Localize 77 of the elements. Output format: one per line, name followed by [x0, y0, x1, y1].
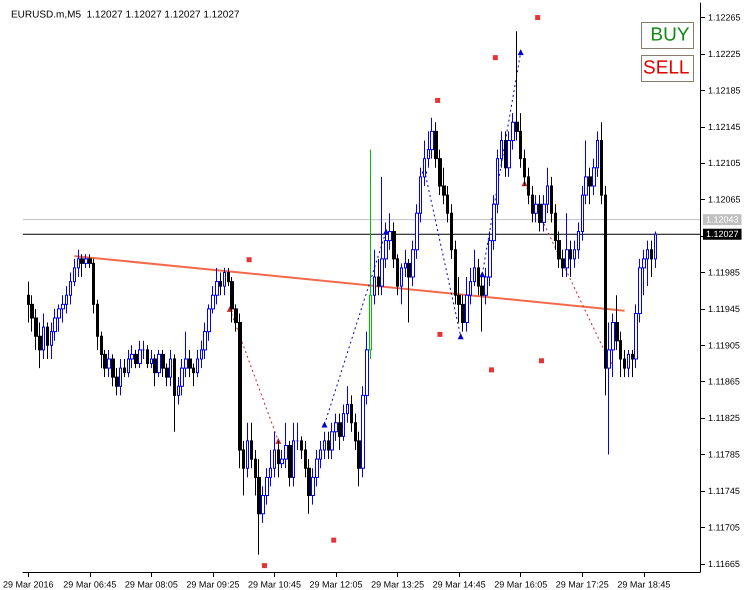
candlestick — [150, 349, 153, 369]
point — [246, 257, 252, 262]
x-tick-label: 29 Mar 12:05 — [310, 580, 363, 590]
candlestick — [588, 167, 592, 205]
candlestick — [223, 267, 226, 296]
candlestick — [153, 354, 157, 387]
y-tick-label: 1.12065 — [708, 194, 741, 205]
y-tick-label: 1.12225 — [708, 48, 741, 59]
candlestick — [380, 176, 384, 296]
candlestick — [219, 272, 222, 296]
candlestick — [538, 194, 542, 232]
candlestick — [46, 322, 49, 360]
candlestick — [173, 354, 176, 432]
candlestick — [157, 349, 161, 378]
x-tick-label: 29 Mar 10:45 — [248, 580, 302, 590]
x-tick-label: 29 Mar 08:05 — [124, 580, 178, 590]
y-tick-label: 1.11665 — [708, 558, 740, 569]
text: EURUSD.m,M5 1.12027 1.12027 1.12027 1.12027 — [11, 10, 240, 20]
x-tick-label: 29 Mar 13:25 — [371, 580, 424, 590]
point — [492, 55, 498, 60]
x-tick-label: 29 Mar 06:45 — [63, 580, 116, 590]
point — [538, 358, 544, 364]
x-tick-label: 29 Mar 14:45 — [432, 580, 486, 590]
y-tick-label: 1.11785 — [708, 450, 740, 460]
candlestick — [84, 254, 88, 268]
candlestick — [338, 413, 342, 451]
candlestick — [292, 422, 295, 487]
y-tick-label: 1.12105 — [708, 158, 741, 168]
candlestick — [42, 312, 45, 360]
candlestick — [288, 440, 292, 487]
candlestick — [627, 349, 630, 378]
candlestick — [134, 349, 138, 369]
x-tick-label: 29 Mar 09:25 — [186, 580, 240, 590]
point — [488, 367, 494, 372]
candlestick — [654, 231, 657, 268]
annotation: SELL — [643, 58, 690, 78]
point — [435, 98, 440, 103]
y-tick-label: 1.11865 — [708, 376, 740, 387]
candlestick — [80, 254, 84, 278]
candlestick — [123, 358, 126, 378]
candlestick — [407, 258, 411, 324]
y-tick-label: 1.11985 — [708, 267, 740, 278]
y-tick-label: 1.11905 — [708, 340, 740, 350]
candlestick — [650, 240, 653, 278]
candlestick — [127, 349, 130, 378]
annotation: BUY — [650, 24, 690, 46]
candlestick — [169, 349, 172, 387]
point — [437, 332, 442, 337]
candlestick — [569, 240, 572, 278]
y-tick-label: 1.12145 — [708, 122, 741, 132]
y-tick-label: 1.11945 — [708, 304, 740, 314]
candlestick — [534, 194, 538, 223]
candlestick — [327, 431, 330, 460]
x-tick-label: 29 Mar 17:25 — [556, 580, 609, 590]
candlestick — [565, 212, 569, 278]
candlestick — [284, 422, 288, 469]
point — [535, 15, 540, 20]
y-tick-label: 1.11705 — [708, 522, 740, 532]
point — [262, 563, 267, 568]
point — [331, 538, 336, 543]
x-tick-label: 29 Mar 16:05 — [494, 580, 548, 590]
ref-line-label: 1.12027 — [706, 229, 739, 240]
x-tick-label: 29 Mar 18:45 — [617, 580, 670, 590]
y-tick-label: 1.12265 — [708, 12, 741, 23]
y-tick-label: 1.12185 — [708, 85, 741, 96]
ref-line-label: 1.12043 — [706, 214, 739, 225]
candlestick — [631, 349, 634, 378]
x-tick-label: 29 Mar 2016 — [2, 580, 54, 590]
candlestick — [138, 340, 142, 369]
y-tick-label: 1.11825 — [708, 413, 740, 424]
candlestick — [119, 358, 122, 396]
y-tick-label: 1.11745 — [708, 486, 740, 496]
candlestick — [146, 344, 149, 369]
candlestick — [377, 258, 380, 296]
candlestick — [246, 422, 249, 478]
candlestick — [107, 349, 111, 378]
candlestick — [504, 130, 507, 178]
